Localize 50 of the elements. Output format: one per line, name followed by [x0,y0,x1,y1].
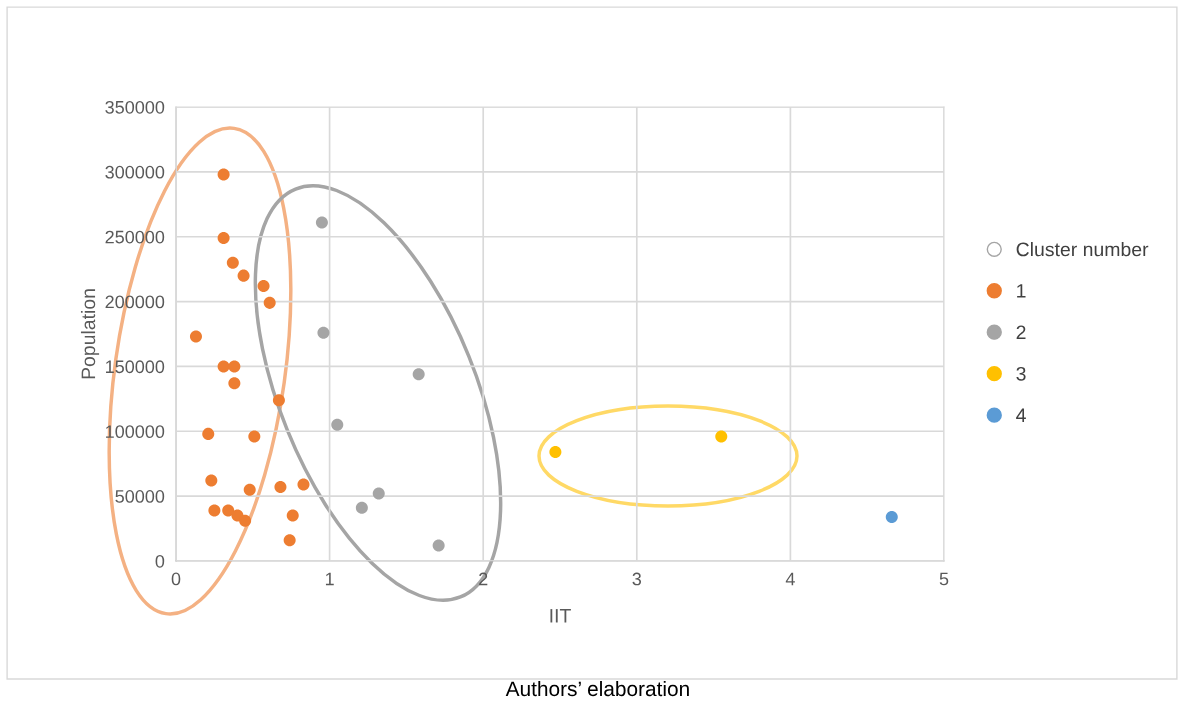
point [317,326,330,339]
point [355,501,368,514]
point [248,430,261,443]
x-tick-label: 0 [171,572,181,586]
legend-label: 4 [1016,408,1026,422]
point [222,504,235,517]
y-tick-label: 0 [155,554,165,568]
point [412,368,425,381]
x-tick-label: 1 [325,572,334,586]
y-axis-title: Population [80,289,100,379]
x-tick-label: 4 [785,572,795,586]
legend-label: 2 [1016,325,1026,340]
point [243,483,256,496]
x-tick-label: 2 [479,572,488,586]
text: Authors’ elaboration [505,680,689,697]
point [715,430,728,443]
point [549,446,562,459]
point [208,504,221,517]
point [274,481,287,494]
legend-label: 3 [1016,366,1026,381]
point [432,539,445,552]
point [239,514,252,527]
point [297,478,310,491]
point [226,256,239,269]
x-axis-title: IIT [550,609,571,623]
point [286,509,299,522]
point [331,418,344,431]
point [257,279,270,293]
y-tick-label: 50000 [115,490,165,503]
x-tick-label: 5 [939,572,949,586]
point [372,487,385,500]
point [272,394,285,407]
y-tick-label: 300000 [105,165,165,179]
y-tick-label: 350000 [105,100,165,114]
point [263,296,276,309]
point [237,269,250,282]
point [315,216,328,229]
legend-label: 1 [1017,284,1026,298]
point [217,232,230,245]
x-tick-label: 3 [632,572,642,586]
point [228,377,241,390]
point [202,427,215,440]
legend-title: Cluster number [1016,242,1149,257]
point [217,360,230,373]
point [283,534,296,547]
point [228,360,241,373]
point [205,474,218,487]
point [217,168,230,181]
point [189,330,202,343]
point [885,510,898,523]
